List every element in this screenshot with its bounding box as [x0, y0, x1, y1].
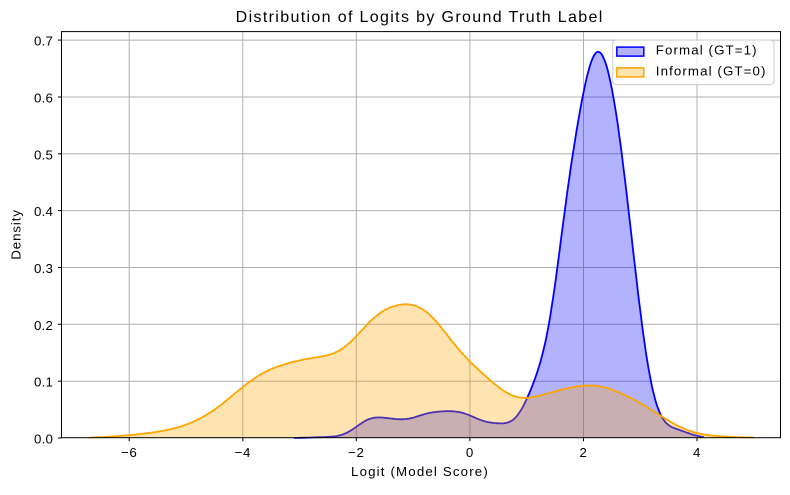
svg-text:0.1: 0.1	[34, 375, 53, 390]
svg-text:0.2: 0.2	[34, 318, 53, 333]
svg-text:−2: −2	[348, 445, 364, 460]
svg-text:0: 0	[466, 445, 474, 460]
svg-text:0.7: 0.7	[34, 34, 53, 49]
svg-text:Logit (Model Score): Logit (Model Score)	[351, 464, 489, 479]
svg-text:0.4: 0.4	[34, 204, 53, 219]
svg-text:−6: −6	[121, 445, 137, 460]
svg-text:2: 2	[580, 445, 588, 460]
svg-text:0.6: 0.6	[34, 91, 53, 106]
svg-text:0.3: 0.3	[34, 261, 53, 276]
svg-text:0.0: 0.0	[34, 432, 53, 447]
svg-text:0.5: 0.5	[34, 147, 53, 162]
svg-text:Distribution of Logits by Grou: Distribution of Logits by Ground Truth L…	[236, 9, 604, 26]
svg-text:−4: −4	[235, 445, 251, 460]
svg-text:Informal (GT=0): Informal (GT=0)	[656, 64, 767, 79]
svg-text:Formal (GT=1): Formal (GT=1)	[656, 43, 758, 58]
svg-text:4: 4	[693, 445, 701, 460]
svg-text:Density: Density	[9, 209, 24, 260]
